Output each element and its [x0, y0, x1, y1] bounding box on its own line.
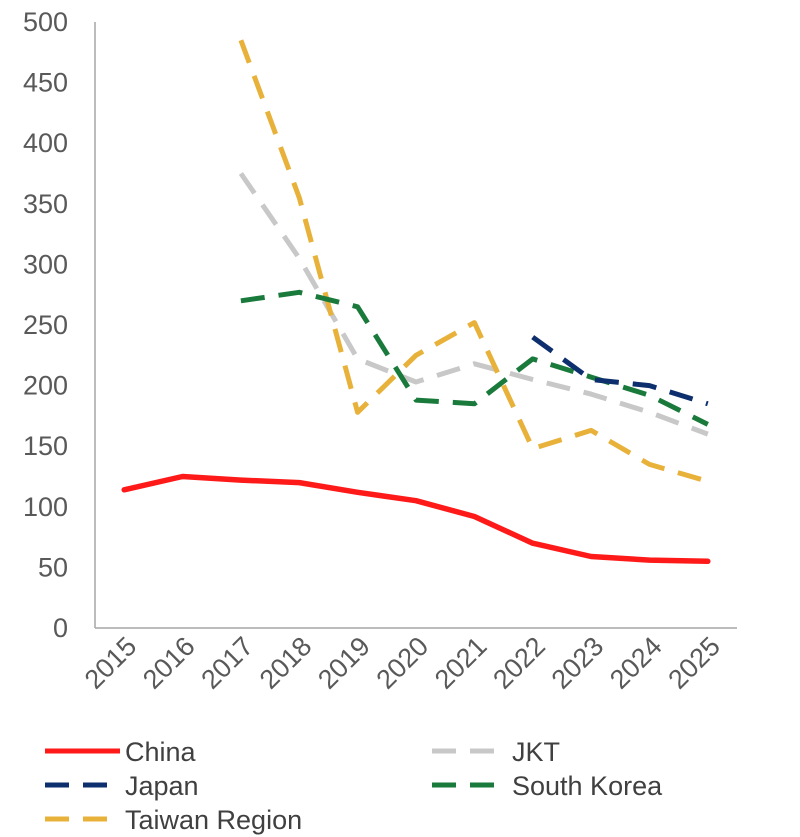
- x-tick-label: 2023: [546, 631, 610, 695]
- x-tick-label: 2015: [79, 631, 143, 695]
- y-tick-label: 200: [23, 371, 68, 401]
- series-line-south-korea: [240, 289, 709, 427]
- x-tick-label: 2017: [195, 631, 259, 695]
- y-tick-label: 250: [23, 310, 68, 340]
- legend-label-japan: Japan: [125, 771, 199, 801]
- x-tick-label: 2020: [371, 631, 435, 695]
- y-tick-label: 350: [23, 189, 68, 219]
- y-tick-label: 50: [38, 552, 68, 582]
- y-tick-label: 150: [23, 431, 68, 461]
- series-line-taiwan-region: [238, 39, 709, 484]
- x-tick-label: 2018: [254, 631, 318, 695]
- x-tick-label: 2019: [312, 631, 376, 695]
- series-line-japan: [531, 335, 709, 407]
- legend-label-taiwan-region: Taiwan Region: [125, 805, 302, 835]
- y-tick-label: 450: [23, 68, 68, 98]
- y-tick-label: 0: [53, 613, 68, 643]
- x-tick-label: 2021: [429, 631, 493, 695]
- y-tick-label: 500: [23, 7, 68, 37]
- y-tick-label: 300: [23, 249, 68, 279]
- legend: China JKT Japan South Korea Taiwan Region: [45, 737, 663, 835]
- legend-label-south-korea: South Korea: [512, 771, 663, 801]
- series-line-china: [121, 473, 711, 565]
- x-tick-label: 2016: [137, 631, 201, 695]
- x-tick-label: 2022: [487, 631, 551, 695]
- y-tick-label: 400: [23, 128, 68, 158]
- legend-label-china: China: [125, 737, 197, 767]
- y-axis-ticks: 0 50 100 150 200 250 300 350 400 450 500: [23, 7, 68, 643]
- x-tick-label: 2024: [604, 631, 668, 695]
- series-line-jkt: [238, 172, 709, 437]
- series-lines: [121, 39, 711, 565]
- x-axis-ticks: 2015201620172018201920202021202220232024…: [79, 631, 726, 695]
- x-tick-label: 2025: [662, 631, 726, 695]
- legend-label-jkt: JKT: [512, 737, 560, 767]
- y-tick-label: 100: [23, 492, 68, 522]
